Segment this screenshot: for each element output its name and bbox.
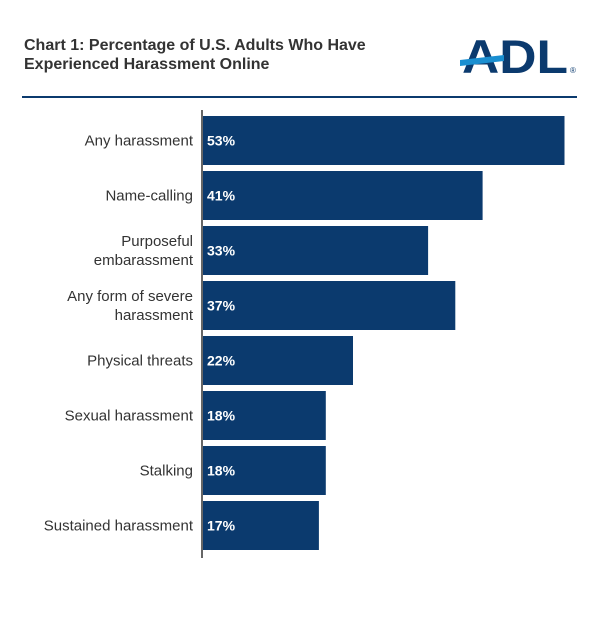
category-label: Purposeful embarassment [94, 233, 194, 269]
category-label-line: Purposeful [121, 233, 193, 250]
category-label-line: embarassment [94, 252, 194, 269]
bar-value-label: 33% [207, 243, 236, 259]
bar [203, 171, 483, 220]
category-label: Sustained harassment [44, 518, 194, 535]
category-label-line: Stalking [140, 463, 193, 480]
chart-title-line-1: Chart 1: Percentage of U.S. Adults Who H… [24, 37, 366, 54]
category-label-line: Physical threats [87, 353, 193, 370]
category-label: Name-calling [105, 188, 193, 205]
bar-value-label: 18% [207, 463, 236, 479]
bar-value-label: 22% [207, 353, 236, 369]
bar [203, 116, 565, 165]
category-label-line: Sexual harassment [65, 408, 194, 425]
category-label: Physical threats [87, 353, 193, 370]
bar-value-label: 53% [207, 133, 236, 149]
header-divider [22, 96, 577, 98]
bar-value-label: 37% [207, 298, 236, 314]
bar [203, 336, 353, 385]
bar-value-label: 41% [207, 188, 236, 204]
adl-logo-text: ADL [462, 30, 568, 78]
category-label-line: Any form of severe [67, 288, 193, 305]
category-label-line: Name-calling [105, 188, 193, 205]
bar [203, 391, 326, 440]
bar [203, 446, 326, 495]
bar [203, 501, 319, 550]
category-label: Stalking [140, 463, 193, 480]
category-label-line: Sustained harassment [44, 518, 194, 535]
bar [203, 226, 429, 275]
bar-value-label: 17% [207, 518, 236, 534]
category-label-line: Any harassment [85, 133, 194, 150]
chart-title: Chart 1: Percentage of U.S. Adults Who H… [24, 36, 424, 74]
bar [203, 281, 456, 330]
category-label: Sexual harassment [65, 408, 194, 425]
bar-value-label: 18% [207, 408, 236, 424]
category-label: Any harassment [85, 133, 194, 150]
adl-logo-stripe [460, 55, 504, 66]
chart-title-line-2: Experienced Harassment Online [24, 56, 270, 73]
adl-logo-registered-mark: ® [570, 66, 576, 75]
category-label: Any form of severe harassment [67, 288, 194, 324]
category-label-line: harassment [115, 307, 194, 324]
adl-logo: ADL ® [460, 30, 576, 78]
